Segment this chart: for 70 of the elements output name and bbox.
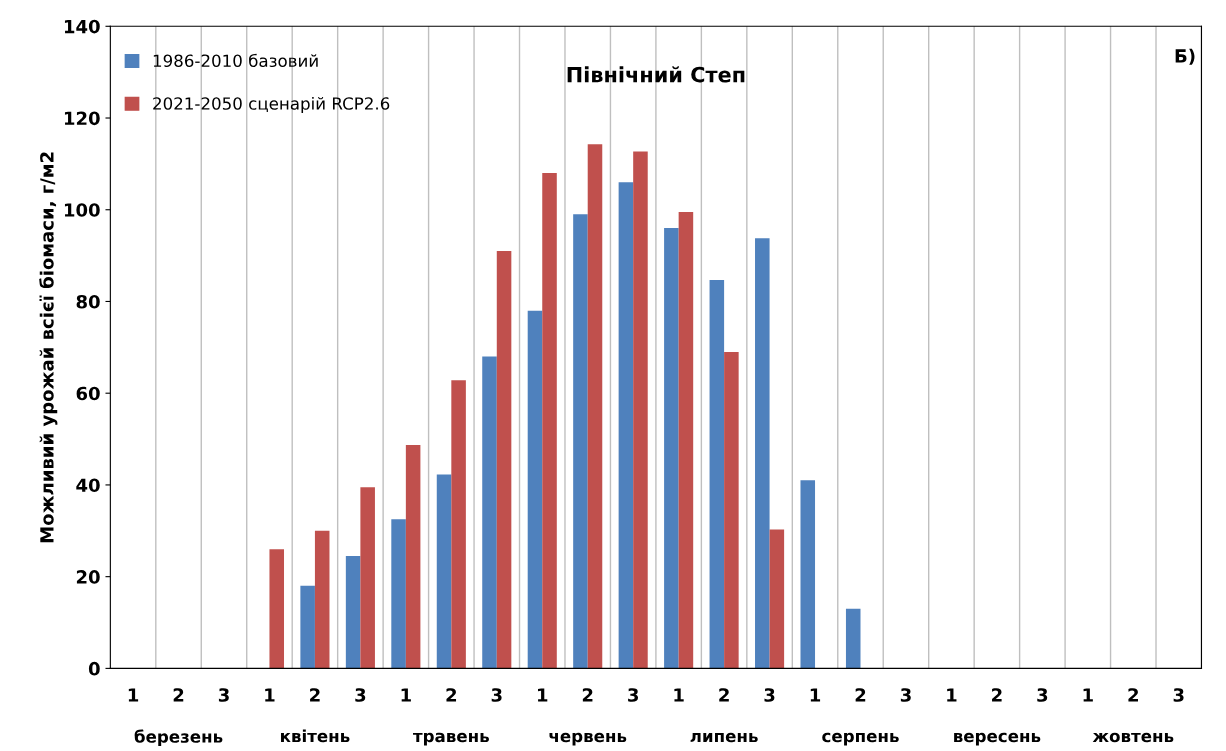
x-tick-label: 2 bbox=[582, 688, 593, 702]
bar bbox=[573, 214, 588, 669]
x-tick-label: 2 bbox=[719, 688, 729, 702]
text: серпень bbox=[822, 732, 899, 746]
y-tick-label: 100 bbox=[64, 203, 100, 217]
bar bbox=[436, 474, 452, 669]
legend-label: 1986-2010 базовий bbox=[153, 53, 318, 68]
text: Північний Степ bbox=[567, 66, 745, 83]
bar bbox=[360, 487, 375, 669]
y-tick-label: 20 bbox=[76, 570, 100, 584]
bar bbox=[845, 608, 861, 669]
bar bbox=[755, 238, 770, 669]
text: травень bbox=[413, 732, 489, 746]
bar bbox=[300, 585, 315, 669]
bar bbox=[587, 144, 603, 669]
text: вересень bbox=[954, 732, 1041, 746]
x-tick-label: 3 bbox=[218, 688, 229, 702]
y-tick-label: 80 bbox=[76, 294, 100, 309]
x-tick-label: 2 bbox=[1128, 688, 1138, 702]
bar bbox=[724, 351, 739, 669]
y-tick-label: 140 bbox=[64, 19, 100, 34]
x-tick-label: 3 bbox=[1173, 688, 1184, 702]
bar bbox=[482, 356, 497, 669]
x-tick-label: 2 bbox=[173, 688, 184, 702]
x-tick-label: 3 bbox=[900, 688, 911, 702]
x-tick-label: 1 bbox=[1083, 688, 1093, 702]
bar bbox=[678, 212, 694, 669]
bar bbox=[633, 151, 648, 669]
x-tick-label: 2 bbox=[855, 688, 866, 702]
bar bbox=[496, 251, 512, 669]
x-tick-label: 1 bbox=[674, 688, 684, 702]
x-tick-label: 1 bbox=[401, 688, 411, 702]
bar bbox=[709, 279, 725, 669]
y-tick-label: 60 bbox=[76, 386, 100, 401]
text: червень bbox=[549, 732, 627, 746]
bar bbox=[769, 529, 785, 669]
x-tick-label: 3 bbox=[355, 688, 366, 702]
y-tick-label: 40 bbox=[76, 478, 100, 493]
bar bbox=[527, 310, 543, 669]
x-tick-label: 2 bbox=[446, 688, 457, 702]
bar bbox=[405, 445, 421, 669]
bar bbox=[542, 173, 557, 669]
bar bbox=[391, 519, 406, 669]
bar bbox=[314, 530, 330, 669]
x-tick-label: 2 bbox=[992, 688, 1002, 702]
y-tick-label: 0 bbox=[88, 661, 100, 676]
bar bbox=[269, 549, 285, 669]
legend-label: 2021-2050 сценарій RCP2.6 bbox=[153, 96, 390, 114]
y-tick-label: 120 bbox=[64, 111, 100, 126]
x-tick-label: 2 bbox=[310, 688, 320, 702]
text: жовтень bbox=[1092, 732, 1174, 743]
x-tick-label: 3 bbox=[628, 688, 639, 702]
bar bbox=[800, 480, 816, 669]
text: липень bbox=[690, 732, 758, 743]
x-tick-label: 1 bbox=[538, 688, 548, 702]
x-tick-label: 3 bbox=[491, 688, 502, 702]
x-tick-label: 3 bbox=[1037, 688, 1048, 702]
text: березень bbox=[134, 729, 223, 747]
x-tick-label: 1 bbox=[810, 688, 821, 702]
text: квітень bbox=[281, 729, 350, 743]
annotation: Б) bbox=[1175, 48, 1195, 65]
bar bbox=[451, 380, 466, 669]
bar bbox=[345, 556, 361, 669]
x-tick-label: 1 bbox=[947, 688, 957, 702]
x-tick-label: 1 bbox=[265, 688, 275, 702]
x-tick-label: 1 bbox=[128, 688, 139, 702]
x-tick-label: 3 bbox=[764, 688, 775, 702]
bar bbox=[618, 182, 634, 669]
bar bbox=[664, 228, 679, 669]
y-axis-title: Можливий урожай всієї біомаси, г/м2 bbox=[39, 152, 58, 543]
